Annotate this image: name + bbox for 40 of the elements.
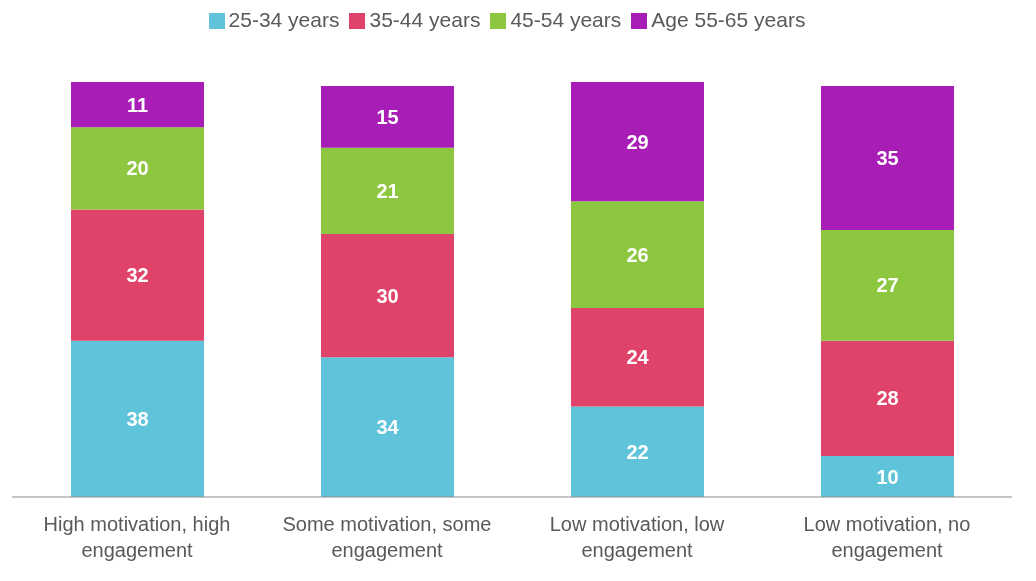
- bar: [571, 307, 704, 407]
- data-label: 38: [126, 408, 149, 431]
- bar: [71, 209, 204, 341]
- x-tick-label: Some motivation, some engagement: [282, 513, 492, 561]
- bar: [821, 229, 954, 341]
- data-label: 27: [876, 274, 899, 297]
- data-label: 24: [626, 346, 650, 369]
- legend-label: Age 55-65 years: [651, 8, 806, 31]
- legend-label: 25-34 years: [228, 8, 340, 31]
- data-label: 21: [376, 179, 399, 202]
- data-label: 10: [876, 465, 899, 488]
- bar: [71, 82, 204, 128]
- bar: [71, 127, 204, 210]
- data-label: 34: [376, 416, 400, 439]
- data-label: 26: [626, 243, 649, 266]
- bar: [321, 147, 454, 235]
- x-tick-label: High motivation, high engagement: [43, 513, 231, 561]
- data-label: 20: [126, 157, 149, 180]
- data-label: 29: [626, 130, 649, 153]
- x-tick-label: Low motivation, no engagement: [803, 513, 971, 561]
- bar: [821, 455, 954, 497]
- data-label: 28: [876, 387, 899, 410]
- bar: [321, 234, 454, 358]
- data-label: 22: [626, 440, 649, 463]
- data-label: 35: [876, 147, 899, 170]
- legend-label: 35-44 years: [369, 8, 481, 31]
- data-label: 32: [126, 264, 149, 287]
- bar: [571, 406, 704, 497]
- bar: [321, 357, 454, 497]
- bar: [821, 86, 954, 230]
- data-label: 11: [126, 93, 149, 116]
- legend-label: 45-54 years: [510, 8, 622, 31]
- bar: [321, 86, 454, 148]
- data-label: 15: [376, 106, 399, 129]
- bar: [71, 340, 204, 497]
- bar: [571, 82, 704, 202]
- x-tick-label: Low motivation, low engagement: [549, 513, 725, 561]
- bar: [571, 201, 704, 308]
- bar: [821, 340, 954, 456]
- data-label: 30: [376, 284, 399, 307]
